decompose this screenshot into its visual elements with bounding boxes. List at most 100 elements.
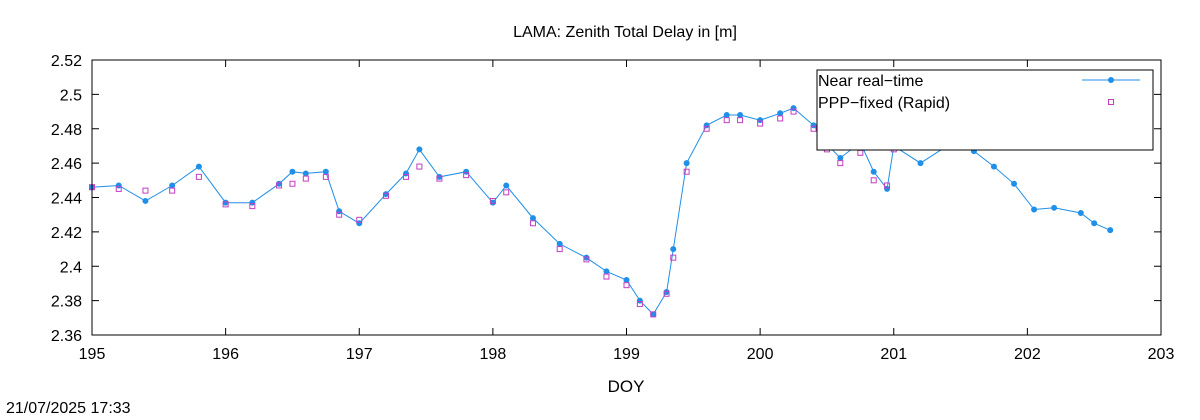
data-point (322, 168, 329, 175)
data-point (777, 110, 784, 117)
data-point (990, 163, 997, 170)
legend-marker (1108, 77, 1114, 83)
data-point (790, 108, 797, 115)
data-point (276, 182, 283, 189)
data-point (1107, 227, 1114, 234)
data-point (663, 290, 670, 297)
data-point (416, 163, 423, 170)
data-point (1051, 204, 1058, 211)
data-point (870, 168, 877, 175)
x-axis: 195 196 197 198 199 200 201 202 203 (79, 60, 1175, 363)
y-tick-label: 2.52 (51, 53, 82, 70)
x-tick-label: 197 (346, 346, 373, 363)
x-tick-label: 202 (1014, 346, 1041, 363)
legend-label: PPP−fixed (Rapid) (818, 95, 950, 112)
x-tick-label: 198 (480, 346, 507, 363)
data-point (603, 273, 610, 280)
data-point (837, 160, 844, 167)
data-point (142, 187, 149, 194)
data-point (463, 168, 470, 175)
y-tick-label: 2.44 (51, 191, 82, 208)
y-axis: 2.36 2.38 2.4 2.42 2.44 2.46 2.48 2.5 2.52 (51, 53, 1161, 345)
legend-box (816, 69, 1154, 151)
data-point (723, 112, 730, 118)
data-point (650, 311, 657, 318)
data-point (115, 182, 122, 189)
data-point (463, 172, 470, 179)
data-point (336, 211, 343, 218)
data-point (436, 175, 443, 182)
zenith-delay-chart: LAMA: Zenith Total Delay in [m] 2.36 2.38… (51, 24, 1175, 396)
y-tick-label: 2.4 (60, 259, 82, 276)
data-point (403, 173, 410, 180)
data-point (683, 168, 690, 175)
series-ppp-fixed (89, 108, 897, 318)
data-point (810, 122, 817, 129)
data-point (723, 117, 730, 124)
data-point (195, 173, 202, 180)
data-point (777, 115, 784, 122)
y-tick-label: 2.38 (51, 294, 82, 311)
x-tick-label: 199 (613, 346, 640, 363)
data-point (837, 154, 844, 161)
data-point (115, 185, 122, 192)
data-point (195, 163, 202, 170)
timestamp: 21/07/2025 17:33 (6, 400, 131, 417)
data-point (870, 177, 877, 184)
data-point (670, 254, 677, 261)
data-point (757, 117, 764, 124)
data-point (917, 160, 924, 167)
data-point (436, 173, 443, 180)
data-point (1031, 206, 1038, 213)
data-point (810, 125, 817, 132)
data-point (650, 311, 657, 318)
x-tick-label: 203 (1148, 346, 1175, 363)
data-point (489, 197, 496, 204)
data-point (670, 246, 677, 253)
y-tick-label: 2.48 (51, 122, 82, 139)
data-point (416, 146, 423, 153)
data-point (489, 199, 496, 206)
x-tick-label: 196 (212, 346, 239, 363)
data-point (169, 187, 176, 194)
data-point (1011, 180, 1018, 187)
data-point (356, 216, 363, 223)
x-tick-label: 195 (79, 346, 106, 363)
x-axis-label: DOY (608, 377, 645, 396)
data-point (529, 215, 536, 222)
data-point (276, 180, 283, 187)
legend: Near real−time PPP−fixed (Rapid) (816, 69, 1154, 151)
data-point (623, 277, 630, 283)
data-point (356, 220, 363, 227)
data-point (884, 185, 891, 192)
data-point (336, 208, 343, 215)
y-tick-label: 2.36 (51, 328, 82, 345)
data-point (703, 122, 710, 129)
data-point (142, 197, 149, 204)
data-point (857, 149, 864, 156)
chart-title: LAMA: Zenith Total Delay in [m] (513, 24, 737, 41)
data-point (322, 173, 329, 180)
data-point (737, 117, 744, 124)
data-point (737, 112, 744, 118)
data-point (289, 168, 296, 175)
x-tick-label: 201 (880, 346, 907, 363)
data-point (403, 170, 410, 177)
data-point (663, 289, 670, 296)
data-point (603, 268, 610, 275)
legend-marker (1108, 99, 1114, 105)
data-point (382, 191, 389, 198)
y-tick-label: 2.42 (51, 225, 82, 242)
data-point (583, 256, 590, 263)
data-point (222, 199, 229, 206)
data-point (249, 203, 256, 210)
data-point (529, 220, 536, 227)
data-point (683, 160, 690, 167)
y-tick-label: 2.5 (60, 87, 82, 104)
data-point (556, 240, 563, 247)
data-point (623, 282, 630, 289)
legend-label: Near real−time (818, 73, 923, 90)
data-point (1091, 220, 1098, 227)
data-point (503, 189, 510, 196)
plot-frame (91, 59, 1162, 336)
